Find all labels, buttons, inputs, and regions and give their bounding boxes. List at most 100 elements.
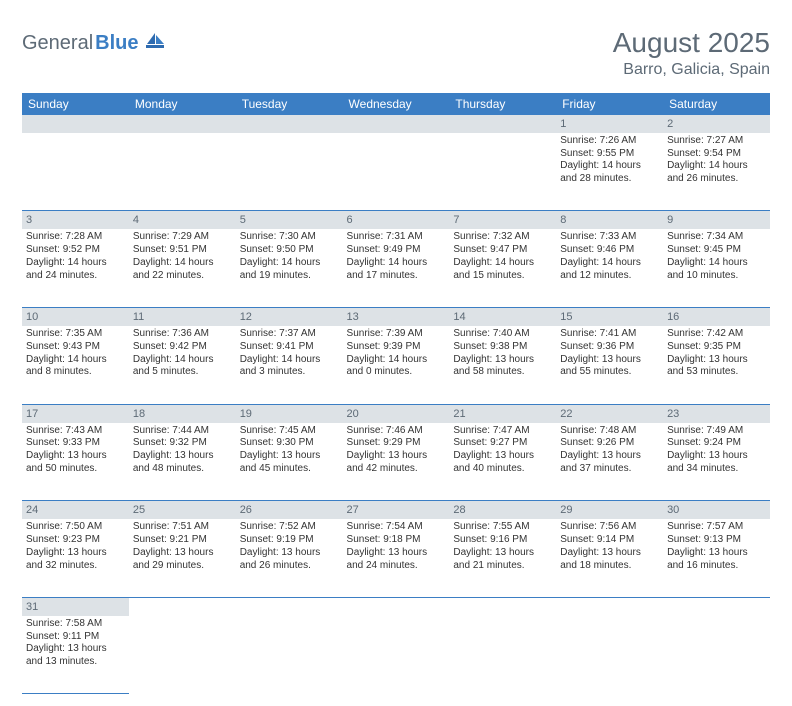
sunset-text: Sunset: 9:38 PM [453, 341, 552, 354]
day-number: 17 [26, 408, 38, 420]
day-number: 6 [347, 214, 353, 226]
detail-row: Sunrise: 7:43 AMSunset: 9:33 PMDaylight:… [22, 423, 770, 501]
day-number-cell [129, 115, 236, 133]
day-number: 30 [667, 504, 679, 516]
day-detail-cell [236, 133, 343, 211]
sunrise-text: Sunrise: 7:39 AM [347, 328, 446, 341]
day-number: 28 [453, 504, 465, 516]
day-detail-cell: Sunrise: 7:27 AMSunset: 9:54 PMDaylight:… [663, 133, 770, 211]
sunrise-text: Sunrise: 7:52 AM [240, 521, 339, 534]
day-detail-cell: Sunrise: 7:33 AMSunset: 9:46 PMDaylight:… [556, 229, 663, 307]
day-number-cell: 17 [22, 404, 129, 423]
day-detail-cell: Sunrise: 7:34 AMSunset: 9:45 PMDaylight:… [663, 229, 770, 307]
sunset-text: Sunset: 9:24 PM [667, 437, 766, 450]
day-number: 1 [560, 118, 566, 130]
day-detail-cell [556, 616, 663, 694]
header: GeneralBlue August 2025 Barro, Galicia, … [22, 28, 770, 79]
sunset-text: Sunset: 9:26 PM [560, 437, 659, 450]
day-number: 3 [26, 214, 32, 226]
day-number-cell [236, 597, 343, 616]
weekday-thu: Thursday [449, 93, 556, 115]
day-number-cell [343, 115, 450, 133]
sunset-text: Sunset: 9:13 PM [667, 534, 766, 547]
sunrise-text: Sunrise: 7:49 AM [667, 425, 766, 438]
sunset-text: Sunset: 9:32 PM [133, 437, 232, 450]
day-number: 25 [133, 504, 145, 516]
day-detail-cell: Sunrise: 7:45 AMSunset: 9:30 PMDaylight:… [236, 423, 343, 501]
sunrise-text: Sunrise: 7:34 AM [667, 231, 766, 244]
day-number: 4 [133, 214, 139, 226]
daylight-text: Daylight: 14 hours and 22 minutes. [133, 257, 232, 283]
sunset-text: Sunset: 9:49 PM [347, 244, 446, 257]
daylight-text: Daylight: 14 hours and 3 minutes. [240, 354, 339, 380]
sunrise-text: Sunrise: 7:55 AM [453, 521, 552, 534]
sunset-text: Sunset: 9:18 PM [347, 534, 446, 547]
day-detail-cell: Sunrise: 7:50 AMSunset: 9:23 PMDaylight:… [22, 519, 129, 597]
day-number-cell: 27 [343, 501, 450, 520]
day-number-cell: 25 [129, 501, 236, 520]
day-number: 20 [347, 408, 359, 420]
day-detail-cell: Sunrise: 7:55 AMSunset: 9:16 PMDaylight:… [449, 519, 556, 597]
day-number: 12 [240, 311, 252, 323]
daylight-text: Daylight: 14 hours and 28 minutes. [560, 160, 659, 186]
day-detail-cell: Sunrise: 7:58 AMSunset: 9:11 PMDaylight:… [22, 616, 129, 694]
daylight-text: Daylight: 13 hours and 24 minutes. [347, 547, 446, 573]
daylight-text: Daylight: 13 hours and 53 minutes. [667, 354, 766, 380]
daynum-row: 24252627282930 [22, 501, 770, 520]
day-detail-cell: Sunrise: 7:29 AMSunset: 9:51 PMDaylight:… [129, 229, 236, 307]
sunset-text: Sunset: 9:19 PM [240, 534, 339, 547]
day-detail-cell [449, 616, 556, 694]
daylight-text: Daylight: 13 hours and 58 minutes. [453, 354, 552, 380]
sunset-text: Sunset: 9:23 PM [26, 534, 125, 547]
logo-text-blue: Blue [95, 32, 138, 55]
sunrise-text: Sunrise: 7:35 AM [26, 328, 125, 341]
day-detail-cell: Sunrise: 7:26 AMSunset: 9:55 PMDaylight:… [556, 133, 663, 211]
day-number-cell: 30 [663, 501, 770, 520]
day-number-cell: 23 [663, 404, 770, 423]
sunset-text: Sunset: 9:45 PM [667, 244, 766, 257]
day-detail-cell: Sunrise: 7:47 AMSunset: 9:27 PMDaylight:… [449, 423, 556, 501]
day-number-cell: 7 [449, 211, 556, 230]
day-number-cell: 18 [129, 404, 236, 423]
detail-row: Sunrise: 7:50 AMSunset: 9:23 PMDaylight:… [22, 519, 770, 597]
sunset-text: Sunset: 9:29 PM [347, 437, 446, 450]
day-detail-cell: Sunrise: 7:57 AMSunset: 9:13 PMDaylight:… [663, 519, 770, 597]
day-detail-cell [22, 133, 129, 211]
day-detail-cell: Sunrise: 7:41 AMSunset: 9:36 PMDaylight:… [556, 326, 663, 404]
sunrise-text: Sunrise: 7:29 AM [133, 231, 232, 244]
day-number-cell [663, 597, 770, 616]
day-number-cell: 13 [343, 307, 450, 326]
sunrise-text: Sunrise: 7:26 AM [560, 135, 659, 148]
sunset-text: Sunset: 9:35 PM [667, 341, 766, 354]
day-detail-cell: Sunrise: 7:30 AMSunset: 9:50 PMDaylight:… [236, 229, 343, 307]
day-detail-cell [449, 133, 556, 211]
day-number-cell [22, 115, 129, 133]
day-detail-cell: Sunrise: 7:36 AMSunset: 9:42 PMDaylight:… [129, 326, 236, 404]
day-detail-cell: Sunrise: 7:28 AMSunset: 9:52 PMDaylight:… [22, 229, 129, 307]
weekday-mon: Monday [129, 93, 236, 115]
day-number: 27 [347, 504, 359, 516]
calendar-body: 12 Sunrise: 7:26 AMSunset: 9:55 PMDayligh… [22, 115, 770, 694]
daynum-row: 3456789 [22, 211, 770, 230]
daynum-row: 10111213141516 [22, 307, 770, 326]
day-detail-cell: Sunrise: 7:56 AMSunset: 9:14 PMDaylight:… [556, 519, 663, 597]
daylight-text: Daylight: 13 hours and 32 minutes. [26, 547, 125, 573]
daylight-text: Daylight: 13 hours and 42 minutes. [347, 450, 446, 476]
daylight-text: Daylight: 13 hours and 13 minutes. [26, 643, 125, 669]
daylight-text: Daylight: 14 hours and 19 minutes. [240, 257, 339, 283]
day-number-cell: 29 [556, 501, 663, 520]
sunrise-text: Sunrise: 7:45 AM [240, 425, 339, 438]
day-number-cell: 31 [22, 597, 129, 616]
sunrise-text: Sunrise: 7:41 AM [560, 328, 659, 341]
sunrise-text: Sunrise: 7:43 AM [26, 425, 125, 438]
sunset-text: Sunset: 9:30 PM [240, 437, 339, 450]
sunset-text: Sunset: 9:36 PM [560, 341, 659, 354]
sunrise-text: Sunrise: 7:32 AM [453, 231, 552, 244]
sunset-text: Sunset: 9:51 PM [133, 244, 232, 257]
day-number-cell: 12 [236, 307, 343, 326]
sunset-text: Sunset: 9:46 PM [560, 244, 659, 257]
day-detail-cell [129, 616, 236, 694]
day-number: 14 [453, 311, 465, 323]
sunrise-text: Sunrise: 7:56 AM [560, 521, 659, 534]
logo: GeneralBlue [22, 32, 166, 55]
